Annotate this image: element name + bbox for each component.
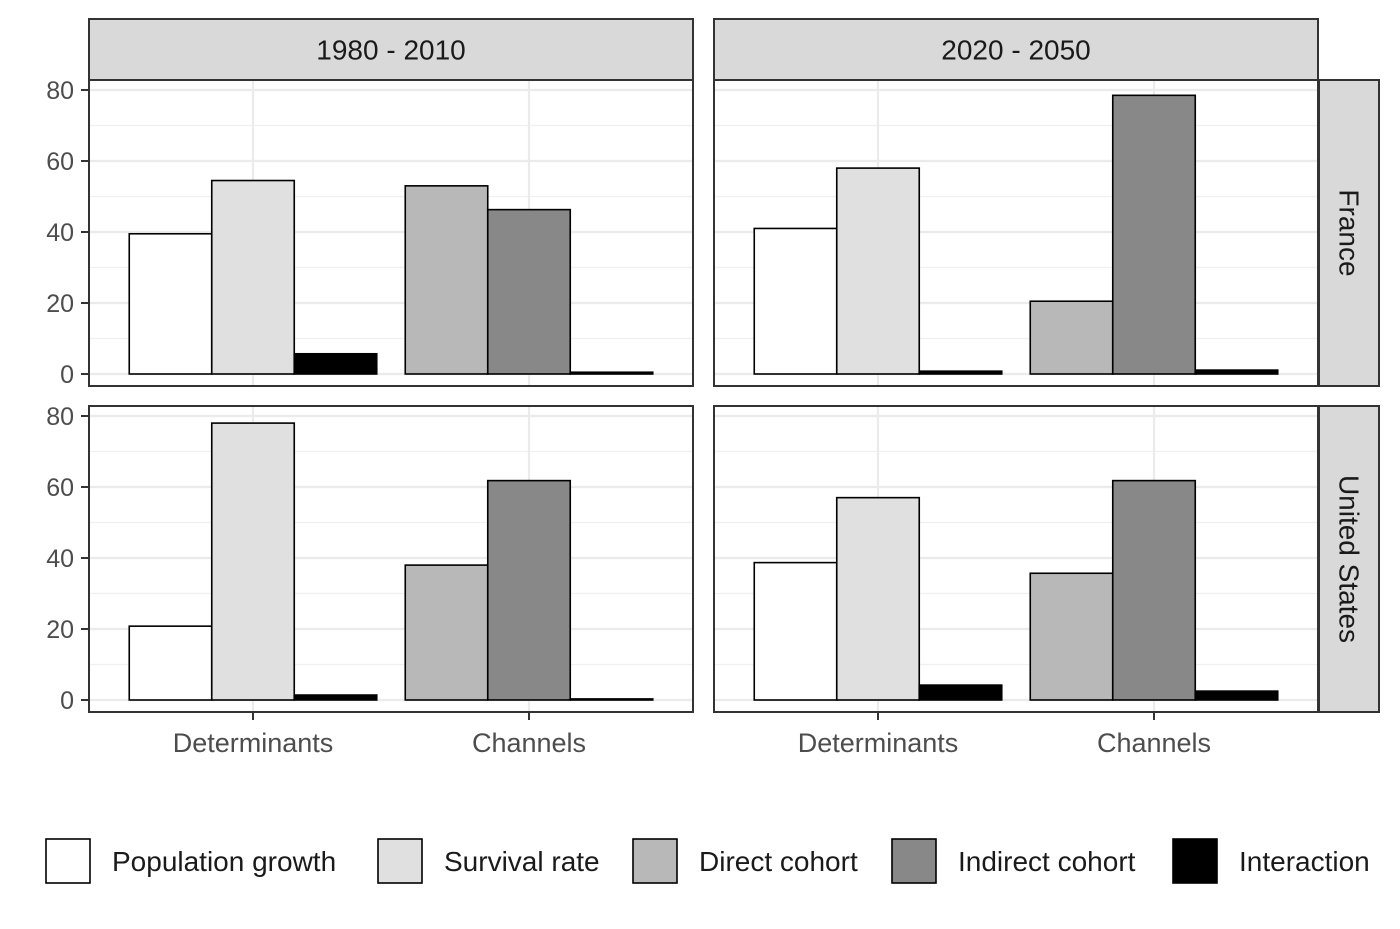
legend-key <box>377 838 423 884</box>
facet-strip-label: United States <box>1334 475 1365 643</box>
y-tick-label: 80 <box>46 77 74 105</box>
bar-determinants-interaction <box>918 370 1003 375</box>
bar-channels-direct-cohort <box>404 564 489 701</box>
bar-channels-indirect-cohort <box>1111 479 1197 701</box>
bar-channels-direct-cohort <box>404 185 489 375</box>
legend-item-population-growth: Population growth <box>45 838 336 884</box>
panel-border <box>713 79 1319 387</box>
panel-france-2020-2050 <box>713 79 1319 387</box>
x-tick-label: Channels <box>472 728 586 758</box>
bar-determinants-population-growth <box>128 625 213 701</box>
legend: Population growth Survival rate Direct coh… <box>45 838 1370 884</box>
bar-determinants-survival-rate <box>210 422 296 701</box>
legend-label: Direct cohort <box>699 846 858 877</box>
bar-determinants-survival-rate <box>835 167 921 375</box>
legend-key <box>891 838 937 884</box>
legend-item-indirect-cohort: Indirect cohort <box>891 838 1136 884</box>
y-tick-label: 80 <box>46 403 74 431</box>
y-tick-label: 20 <box>46 290 74 318</box>
facet-strip-united-states: United States <box>1318 405 1380 713</box>
bar-determinants-population-growth <box>753 227 838 375</box>
y-tick-label: 60 <box>46 474 74 502</box>
facet-strip-2020-2050: 2020 - 2050 <box>713 18 1319 81</box>
y-tick-label: 0 <box>60 687 74 715</box>
bar-determinants-interaction <box>293 694 378 701</box>
panel-united-states-1980-2010: 0 20 40 60 80 Determinants Channels <box>46 403 694 758</box>
legend-label: Indirect cohort <box>958 846 1136 877</box>
bar-channels-indirect-cohort <box>486 208 572 375</box>
panel-border <box>713 405 1319 713</box>
facet-strip-label: 2020 - 2050 <box>941 35 1090 66</box>
bar-determinants-population-growth <box>128 232 213 375</box>
bar-channels-direct-cohort <box>1029 572 1114 701</box>
legend-label: Population growth <box>112 846 336 877</box>
y-tick-label: 20 <box>46 616 74 644</box>
bar-determinants-interaction <box>918 684 1003 701</box>
panel-france-1980-2010: 0 20 40 60 80 <box>46 77 694 389</box>
facet-strip-1980-2010: 1980 - 2010 <box>88 18 694 81</box>
x-tick-label: Channels <box>1097 728 1211 758</box>
y-tick-label: 0 <box>60 361 74 389</box>
legend-key <box>632 838 678 884</box>
y-tick-label: 40 <box>46 219 74 247</box>
legend-key <box>1172 838 1218 884</box>
facet-strip-label: 1980 - 2010 <box>316 35 465 66</box>
facet-strip-bg <box>88 18 694 81</box>
bar-channels-indirect-cohort <box>486 479 572 701</box>
legend-item-direct-cohort: Direct cohort <box>632 838 858 884</box>
bar-determinants-interaction <box>293 352 378 375</box>
bar-determinants-survival-rate <box>210 179 296 375</box>
legend-item-interaction: Interaction <box>1172 838 1370 884</box>
x-tick-label: Determinants <box>798 728 959 758</box>
legend-key <box>45 838 91 884</box>
bar-channels-interaction <box>569 698 654 701</box>
bar-channels-interaction <box>1194 690 1279 701</box>
bar-determinants-population-growth <box>753 561 838 701</box>
bar-channels-interaction <box>569 371 654 375</box>
facet-strip-bg <box>1318 79 1380 387</box>
facet-strip-bg <box>1318 405 1380 713</box>
facet-strip-label: France <box>1334 189 1365 276</box>
bar-determinants-survival-rate <box>835 496 921 701</box>
legend-label: Interaction <box>1239 846 1370 877</box>
bar-channels-indirect-cohort <box>1111 94 1197 375</box>
bar-channels-interaction <box>1194 369 1279 375</box>
panel-united-states-2020-2050: Determinants Channels <box>713 405 1319 758</box>
facet-strip-bg <box>713 18 1319 81</box>
x-tick-label: Determinants <box>173 728 334 758</box>
legend-item-survival-rate: Survival rate <box>377 838 600 884</box>
y-tick-label: 60 <box>46 148 74 176</box>
bar-channels-direct-cohort <box>1029 300 1114 375</box>
facet-strip-france: France <box>1318 79 1380 387</box>
legend-label: Survival rate <box>444 846 600 877</box>
y-tick-label: 40 <box>46 545 74 573</box>
